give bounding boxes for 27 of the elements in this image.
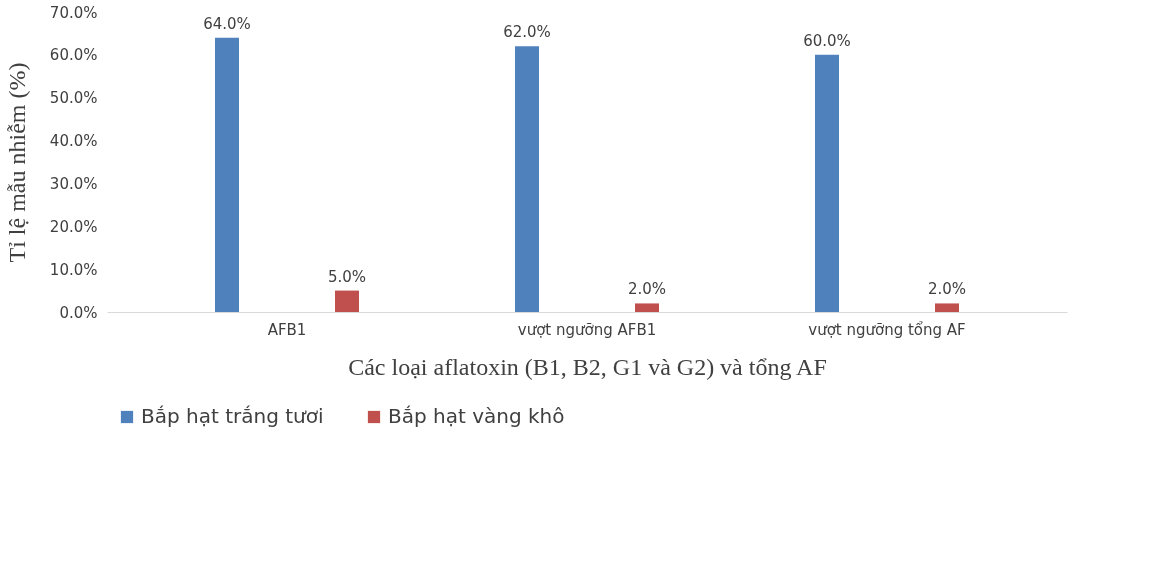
bar (635, 303, 659, 312)
y-tick-label: 20.0% (49, 217, 98, 236)
bar (815, 54, 839, 312)
y-axis-title: Tỉ lệ mẫu nhiễm (%) (3, 62, 30, 263)
legend-label: Bắp hạt vàng khô (388, 404, 565, 428)
data-label: 64.0% (203, 14, 251, 33)
y-tick-label: 0.0% (59, 303, 98, 322)
y-tick-label: 50.0% (49, 89, 98, 108)
x-tick-label: vượt ngưỡng AFB1 (517, 320, 657, 339)
bar (515, 46, 539, 312)
bar (335, 290, 359, 312)
data-label: 2.0% (927, 280, 967, 299)
legend-label: Bắp hạt trắng tươi (141, 404, 324, 428)
y-tick-label: 70.0% (49, 3, 98, 22)
data-label: 2.0% (627, 280, 667, 299)
x-axis-title: Các loại aflatoxin (B1, B2, G1 và G2) và tổng AF (348, 353, 827, 380)
bar (935, 303, 959, 312)
x-tick-label: vượt ngưỡng tổng AF (808, 320, 966, 339)
x-tick-label: AFB1 (267, 320, 307, 339)
y-tick-label: 40.0% (49, 132, 98, 151)
data-label: 5.0% (327, 267, 367, 286)
bar (215, 37, 239, 312)
data-label: 60.0% (803, 31, 851, 50)
data-label: 62.0% (503, 23, 551, 42)
y-tick-label: 60.0% (49, 46, 98, 65)
y-tick-label: 10.0% (49, 260, 98, 279)
y-tick-label: 30.0% (49, 174, 98, 193)
